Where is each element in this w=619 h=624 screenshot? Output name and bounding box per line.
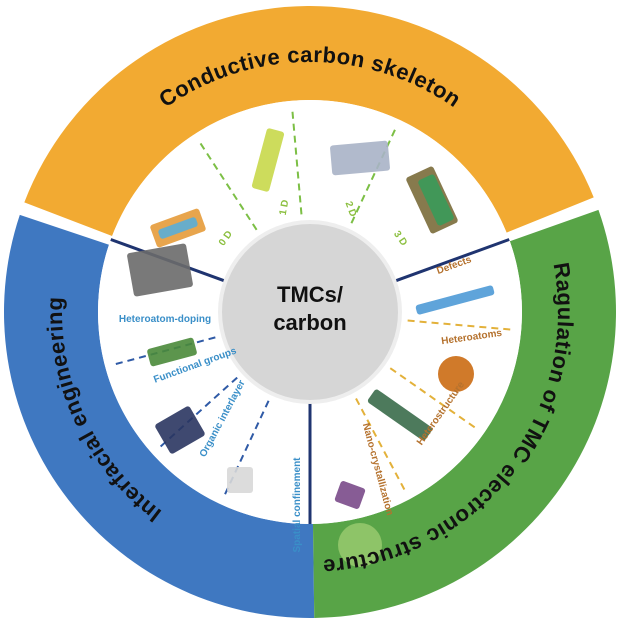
divider (394, 238, 510, 283)
illus-organic (155, 406, 205, 454)
sector-right (312, 209, 616, 618)
illus-2d (330, 140, 390, 176)
illus-spatial (227, 467, 253, 493)
dash-green (291, 107, 303, 215)
center-circle (218, 220, 402, 404)
illus-doping (127, 243, 193, 297)
sector-top (24, 6, 594, 237)
illus-nano-b (334, 481, 366, 509)
illus-functional (147, 337, 197, 367)
label-1d: 1 D (278, 199, 292, 216)
illus-defects (415, 285, 495, 315)
illus-heterostructure (367, 389, 433, 441)
illus-3d-b (418, 174, 454, 226)
dash-yellow (407, 319, 515, 331)
center-line1: TMCs/ (277, 282, 343, 307)
label-2d: 2 D (343, 200, 359, 218)
dash-yellow (389, 367, 479, 431)
illus-nano (338, 523, 382, 567)
illus-heteroatoms (438, 356, 474, 392)
illus-1d (251, 128, 285, 192)
dash-green (350, 125, 398, 224)
label-spatial: Spatial confinement (292, 457, 303, 553)
label-doping: Heteroatom-doping (119, 314, 211, 325)
center-line2: carbon (273, 310, 346, 335)
dash-green (197, 139, 258, 231)
illus-0d-b (158, 217, 198, 239)
sector-left (4, 214, 315, 618)
dash-yellow (355, 398, 408, 494)
